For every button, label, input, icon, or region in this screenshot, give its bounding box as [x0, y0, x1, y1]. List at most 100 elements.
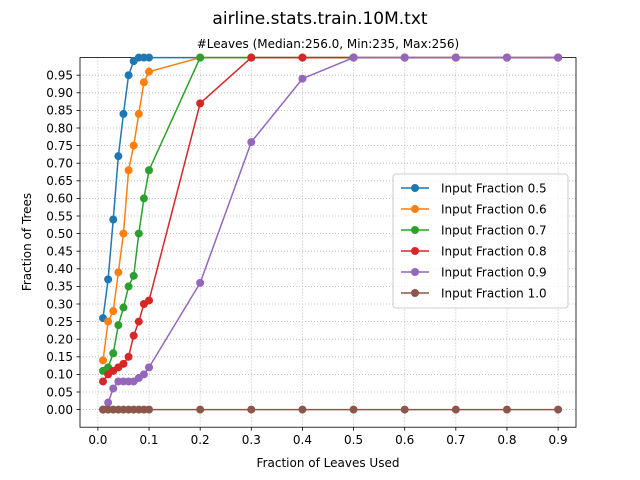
data-point [196, 99, 205, 108]
x-tick-label: 0.4 [293, 433, 312, 447]
data-point [196, 278, 205, 287]
data-point [139, 194, 148, 203]
legend-label: Input Fraction 0.5 [441, 181, 547, 195]
data-point [104, 317, 113, 326]
data-point [298, 74, 307, 83]
data-point [247, 405, 256, 414]
x-tick-label: 0.9 [549, 433, 568, 447]
data-point [145, 53, 154, 62]
legend-marker [411, 247, 419, 255]
data-point [129, 271, 138, 280]
data-point [451, 405, 460, 414]
data-point [145, 363, 154, 372]
x-axis-label: Fraction of Leaves Used [257, 456, 400, 470]
legend-marker [411, 205, 419, 213]
legend-label: Input Fraction 0.6 [441, 202, 547, 216]
x-tick-label: 0.2 [191, 433, 210, 447]
y-tick-label: 0.65 [46, 174, 73, 188]
x-tick-label: 0.3 [242, 433, 261, 447]
y-tick-label: 0.35 [46, 280, 73, 294]
data-point [139, 370, 148, 379]
x-tick-label: 0.6 [395, 433, 414, 447]
y-tick-label: 0.30 [46, 297, 73, 311]
data-point [114, 268, 123, 277]
data-point [99, 356, 108, 365]
legend-label: Input Fraction 1.0 [441, 286, 547, 300]
data-point [134, 317, 143, 326]
legend-label: Input Fraction 0.8 [441, 244, 547, 258]
axes: 0.0 0.1 0.2 0.3 0.4 0.5 0.6 0.7 0.8 0.9 0.00 0.05 0.… [46, 57, 577, 447]
data-point [247, 53, 256, 62]
y-tick-label: 0.15 [46, 350, 73, 364]
data-point [139, 78, 148, 87]
legend-box [392, 173, 569, 309]
y-tick-label: 0.80 [46, 121, 73, 135]
data-point [349, 53, 358, 62]
data-point [134, 109, 143, 118]
data-point [298, 53, 307, 62]
data-point [114, 321, 123, 330]
data-point [104, 275, 113, 284]
legend-label: Input Fraction 0.7 [441, 223, 547, 237]
data-point [134, 229, 143, 238]
data-point [124, 71, 133, 80]
data-point [109, 307, 118, 316]
data-point [109, 215, 118, 224]
y-tick-label: 0.95 [46, 69, 73, 83]
data-point [119, 109, 128, 118]
data-point [196, 53, 205, 62]
x-tick-label: 0.0 [88, 433, 107, 447]
chart-subtitle: #Leaves (Median:256.0, Min:235, Max:256) [197, 37, 459, 51]
data-point [554, 53, 563, 62]
data-point [114, 152, 123, 161]
x-tick-label: 0.7 [446, 433, 465, 447]
data-point [145, 405, 154, 414]
y-tick-label: 0.00 [46, 403, 73, 417]
data-point [119, 303, 128, 312]
legend-marker [411, 268, 419, 276]
y-tick-label: 0.10 [46, 368, 73, 382]
y-tick-label: 0.45 [46, 245, 73, 259]
data-point [247, 138, 256, 147]
y-tick-label: 0.85 [46, 104, 73, 118]
data-point [502, 53, 511, 62]
legend: Input Fraction 0.5 Input Fraction 0.6 Inpu… [392, 173, 569, 309]
data-point [99, 377, 108, 386]
data-point [129, 331, 138, 340]
data-point [119, 229, 128, 238]
data-point [124, 352, 133, 361]
data-point [145, 67, 154, 76]
data-point [349, 405, 358, 414]
legend-marker [411, 289, 419, 297]
data-point [119, 359, 128, 368]
data-point [196, 405, 205, 414]
y-tick-label: 0.40 [46, 262, 73, 276]
data-point [451, 53, 460, 62]
y-tick-label: 0.60 [46, 192, 73, 206]
legend-marker [411, 226, 419, 234]
data-point [145, 166, 154, 175]
legend-marker [411, 184, 419, 192]
data-point [129, 141, 138, 150]
x-tick-label: 0.1 [139, 433, 158, 447]
data-point [104, 398, 113, 407]
y-tick-label: 0.20 [46, 333, 73, 347]
data-point [400, 53, 409, 62]
y-tick-label: 0.25 [46, 315, 73, 329]
y-tick-label: 0.75 [46, 139, 73, 153]
data-point [400, 405, 409, 414]
y-tick-label: 0.55 [46, 209, 73, 223]
data-point [109, 349, 118, 358]
data-point [554, 405, 563, 414]
y-axis-label: Fraction of Trees [20, 193, 34, 291]
y-tick-label: 0.50 [46, 227, 73, 241]
x-tick-label: 0.8 [497, 433, 516, 447]
y-tick-label: 0.90 [46, 86, 73, 100]
series-group [99, 53, 563, 414]
y-tick-label: 0.05 [46, 385, 73, 399]
legend-label: Input Fraction 0.9 [441, 265, 547, 279]
data-point [145, 296, 154, 305]
data-point [298, 405, 307, 414]
chart-title: airline.stats.train.10M.txt [212, 9, 427, 29]
